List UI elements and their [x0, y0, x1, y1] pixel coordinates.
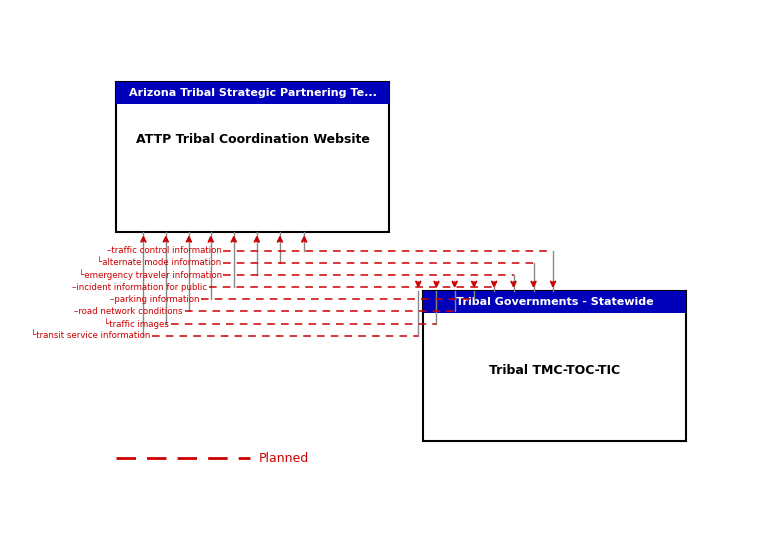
Text: Tribal Governments - Statewide: Tribal Governments - Statewide	[456, 297, 653, 307]
Bar	[423, 291, 687, 441]
Bar	[116, 82, 389, 104]
Text: –traffic control information: –traffic control information	[106, 247, 222, 255]
Text: ATTP Tribal Coordination Website: ATTP Tribal Coordination Website	[135, 133, 370, 146]
Text: └traffic images: └traffic images	[104, 318, 169, 329]
Text: Planned: Planned	[258, 452, 309, 465]
Text: –road network conditions: –road network conditions	[74, 307, 183, 316]
Text: Tribal TMC-TOC-TIC: Tribal TMC-TOC-TIC	[489, 364, 620, 377]
Text: └transit service information: └transit service information	[31, 331, 150, 340]
Text: └emergency traveler information: └emergency traveler information	[78, 270, 222, 280]
Bar	[116, 82, 389, 232]
Bar	[423, 291, 687, 313]
Text: –incident information for public: –incident information for public	[72, 283, 207, 292]
Text: –parking information: –parking information	[110, 295, 199, 304]
Text: └alternate mode information: └alternate mode information	[97, 258, 222, 267]
Text: Arizona Tribal Strategic Partnering Te...: Arizona Tribal Strategic Partnering Te..…	[128, 88, 377, 98]
